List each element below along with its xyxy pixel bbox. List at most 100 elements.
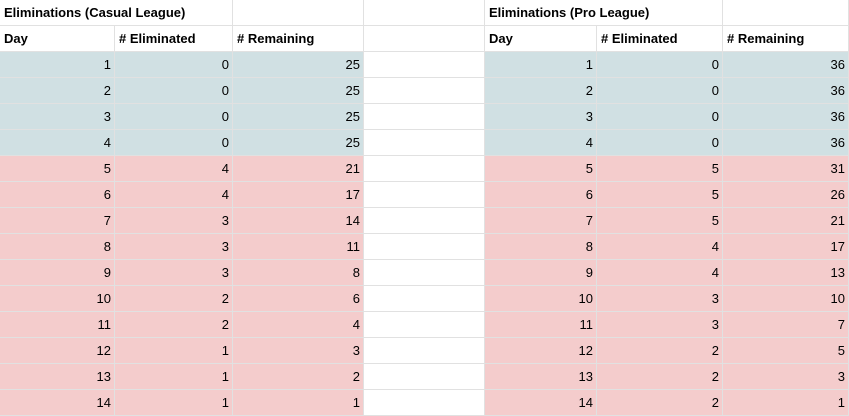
cell-num-remaining[interactable]: 25 (233, 78, 364, 104)
cell-num-remaining[interactable]: 3 (233, 338, 364, 364)
cell-num-eliminated[interactable]: 0 (597, 130, 723, 156)
cell-num-remaining[interactable]: 21 (233, 156, 364, 182)
cell-num-remaining[interactable]: 5 (723, 338, 849, 364)
empty-cell[interactable] (364, 312, 485, 338)
cell-num-remaining[interactable]: 1 (233, 390, 364, 416)
cell-num-remaining[interactable]: 2 (233, 364, 364, 390)
cell-num-eliminated[interactable]: 4 (597, 260, 723, 286)
cell-day[interactable]: 11 (0, 312, 115, 338)
empty-cell[interactable] (364, 26, 485, 52)
cell-num-eliminated[interactable]: 0 (597, 104, 723, 130)
cell-num-remaining[interactable]: 17 (233, 182, 364, 208)
column-header-eliminated[interactable]: # Eliminated (115, 26, 233, 52)
empty-cell[interactable] (364, 78, 485, 104)
column-header-day[interactable]: Day (485, 26, 597, 52)
cell-num-eliminated[interactable]: 0 (597, 78, 723, 104)
cell-num-eliminated[interactable]: 3 (597, 286, 723, 312)
empty-cell[interactable] (723, 0, 849, 26)
cell-num-remaining[interactable]: 8 (233, 260, 364, 286)
cell-day[interactable]: 12 (485, 338, 597, 364)
cell-day[interactable]: 3 (0, 104, 115, 130)
cell-num-eliminated[interactable]: 3 (597, 312, 723, 338)
cell-num-remaining[interactable]: 4 (233, 312, 364, 338)
cell-num-remaining[interactable]: 25 (233, 130, 364, 156)
cell-num-eliminated[interactable]: 1 (115, 338, 233, 364)
cell-num-eliminated[interactable]: 2 (597, 390, 723, 416)
cell-day[interactable]: 7 (0, 208, 115, 234)
cell-num-remaining[interactable]: 36 (723, 104, 849, 130)
cell-day[interactable]: 2 (0, 78, 115, 104)
empty-cell[interactable] (364, 156, 485, 182)
cell-num-remaining[interactable]: 25 (233, 52, 364, 78)
cell-day[interactable]: 14 (485, 390, 597, 416)
column-header-day[interactable]: Day (0, 26, 115, 52)
cell-num-eliminated[interactable]: 4 (115, 156, 233, 182)
empty-cell[interactable] (233, 0, 364, 26)
cell-day[interactable]: 4 (485, 130, 597, 156)
cell-num-remaining[interactable]: 26 (723, 182, 849, 208)
cell-num-eliminated[interactable]: 0 (597, 52, 723, 78)
cell-day[interactable]: 8 (0, 234, 115, 260)
cell-day[interactable]: 10 (485, 286, 597, 312)
cell-day[interactable]: 9 (0, 260, 115, 286)
cell-day[interactable]: 6 (0, 182, 115, 208)
cell-num-remaining[interactable]: 1 (723, 390, 849, 416)
empty-cell[interactable] (364, 182, 485, 208)
empty-cell[interactable] (364, 52, 485, 78)
cell-day[interactable]: 8 (485, 234, 597, 260)
cell-num-eliminated[interactable]: 5 (597, 208, 723, 234)
cell-day[interactable]: 7 (485, 208, 597, 234)
cell-day[interactable]: 2 (485, 78, 597, 104)
cell-num-remaining[interactable]: 6 (233, 286, 364, 312)
cell-day[interactable]: 1 (485, 52, 597, 78)
cell-day[interactable]: 1 (0, 52, 115, 78)
cell-num-remaining[interactable]: 14 (233, 208, 364, 234)
cell-day[interactable]: 13 (485, 364, 597, 390)
cell-num-eliminated[interactable]: 3 (115, 208, 233, 234)
cell-num-remaining[interactable]: 31 (723, 156, 849, 182)
cell-day[interactable]: 13 (0, 364, 115, 390)
cell-day[interactable]: 6 (485, 182, 597, 208)
cell-num-eliminated[interactable]: 4 (115, 182, 233, 208)
empty-cell[interactable] (364, 286, 485, 312)
cell-day[interactable]: 5 (485, 156, 597, 182)
cell-num-eliminated[interactable]: 0 (115, 130, 233, 156)
table-title-casual[interactable]: Eliminations (Casual League) (0, 0, 233, 26)
cell-day[interactable]: 12 (0, 338, 115, 364)
column-header-remaining[interactable]: # Remaining (233, 26, 364, 52)
empty-cell[interactable] (364, 364, 485, 390)
empty-cell[interactable] (364, 0, 485, 26)
column-header-remaining[interactable]: # Remaining (723, 26, 849, 52)
cell-num-eliminated[interactable]: 5 (597, 156, 723, 182)
table-title-pro[interactable]: Eliminations (Pro League) (485, 0, 723, 26)
cell-day[interactable]: 11 (485, 312, 597, 338)
empty-cell[interactable] (364, 390, 485, 416)
cell-num-remaining[interactable]: 3 (723, 364, 849, 390)
cell-num-remaining[interactable]: 10 (723, 286, 849, 312)
cell-num-eliminated[interactable]: 0 (115, 78, 233, 104)
cell-num-eliminated[interactable]: 1 (115, 390, 233, 416)
empty-cell[interactable] (364, 338, 485, 364)
cell-day[interactable]: 4 (0, 130, 115, 156)
cell-num-eliminated[interactable]: 5 (597, 182, 723, 208)
cell-num-remaining[interactable]: 36 (723, 52, 849, 78)
cell-num-eliminated[interactable]: 2 (115, 286, 233, 312)
cell-num-eliminated[interactable]: 3 (115, 234, 233, 260)
cell-day[interactable]: 10 (0, 286, 115, 312)
cell-num-remaining[interactable]: 7 (723, 312, 849, 338)
cell-num-eliminated[interactable]: 2 (597, 364, 723, 390)
column-header-eliminated[interactable]: # Eliminated (597, 26, 723, 52)
cell-num-eliminated[interactable]: 1 (115, 364, 233, 390)
cell-num-eliminated[interactable]: 2 (115, 312, 233, 338)
cell-day[interactable]: 9 (485, 260, 597, 286)
empty-cell[interactable] (364, 130, 485, 156)
cell-num-eliminated[interactable]: 0 (115, 104, 233, 130)
empty-cell[interactable] (364, 234, 485, 260)
empty-cell[interactable] (364, 208, 485, 234)
cell-num-remaining[interactable]: 25 (233, 104, 364, 130)
cell-day[interactable]: 5 (0, 156, 115, 182)
empty-cell[interactable] (364, 104, 485, 130)
empty-cell[interactable] (364, 260, 485, 286)
cell-num-remaining[interactable]: 36 (723, 130, 849, 156)
cell-num-remaining[interactable]: 11 (233, 234, 364, 260)
